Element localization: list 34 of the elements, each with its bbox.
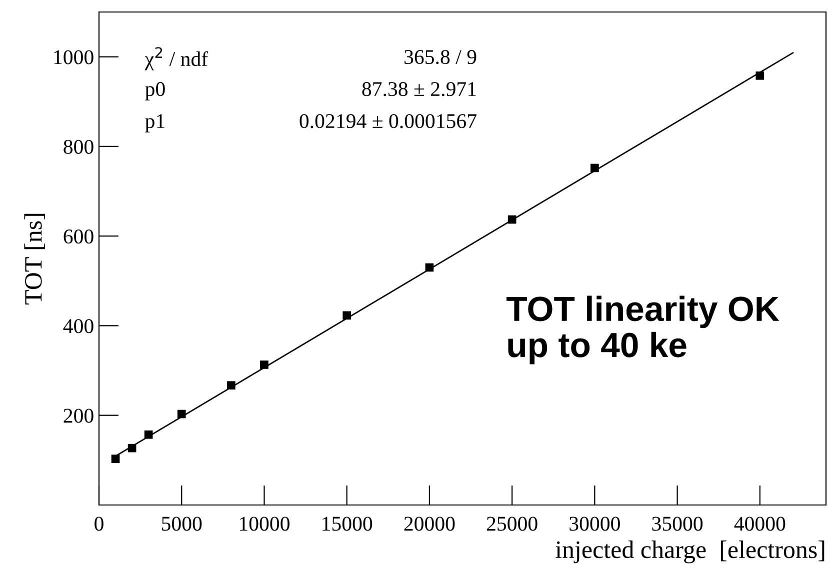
annotation: p1 bbox=[145, 114, 164, 132]
annotation: 365.8 / 9 bbox=[404, 50, 476, 64]
annotation: TOT linearity OK up to 40 ke bbox=[506, 296, 780, 364]
point bbox=[756, 71, 764, 80]
x-tick-label: 0 bbox=[94, 516, 104, 531]
y-tick-label: 600 bbox=[64, 229, 94, 244]
annotation: χ$^{2}$ / ndf bbox=[144, 47, 208, 70]
x-axis-title: injected charge [electrons] bbox=[556, 540, 824, 564]
y-tick-label: 200 bbox=[64, 408, 94, 423]
annotation: 0.02194 ± 0.0001567 bbox=[300, 114, 476, 128]
annotation: 87.38 ± 2.971 bbox=[362, 82, 476, 96]
x-tick-label: 30000 bbox=[570, 516, 620, 531]
annotation: p0 bbox=[145, 82, 165, 100]
point bbox=[342, 311, 352, 320]
y-tick-label: 800 bbox=[64, 140, 94, 154]
point bbox=[425, 263, 434, 272]
point bbox=[144, 430, 153, 439]
x-tick-label: 35000 bbox=[652, 516, 703, 531]
point bbox=[508, 215, 516, 224]
point bbox=[177, 410, 186, 418]
x-tick-label: 20000 bbox=[404, 516, 455, 531]
x-tick-label: 5000 bbox=[162, 516, 202, 531]
y-tick-label: 1000 bbox=[54, 50, 94, 64]
point bbox=[227, 381, 236, 390]
y-tick-label: 400 bbox=[63, 319, 94, 334]
point bbox=[128, 444, 136, 452]
point bbox=[111, 454, 120, 464]
y-axis-title: TOT [ns] bbox=[24, 214, 45, 304]
point bbox=[590, 164, 599, 172]
x-tick-label: 10000 bbox=[240, 516, 290, 531]
x-tick-label: 25000 bbox=[486, 516, 538, 531]
x-tick-label: 15000 bbox=[322, 516, 372, 531]
x-tick-label: 40000 bbox=[734, 516, 786, 531]
point bbox=[260, 360, 268, 369]
